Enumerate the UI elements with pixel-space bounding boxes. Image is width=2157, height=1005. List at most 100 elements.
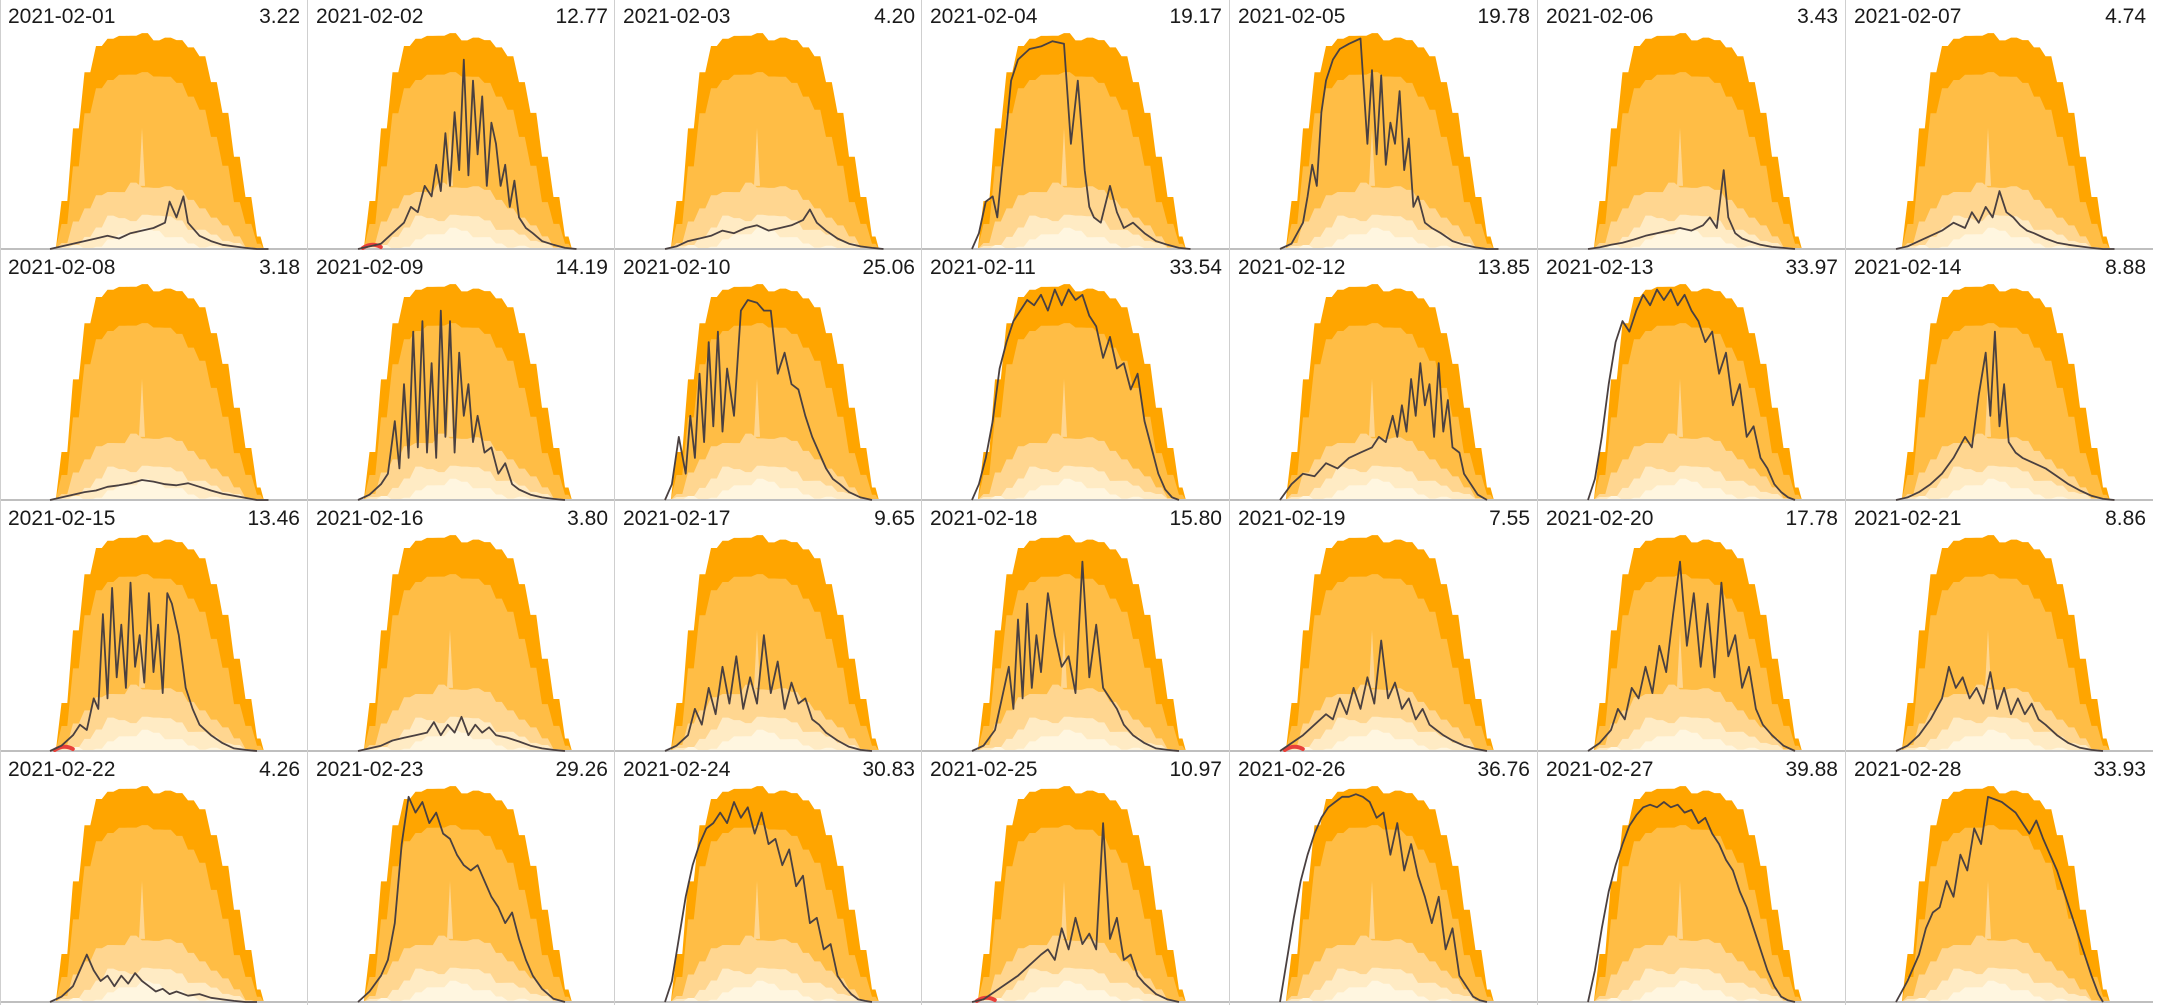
band-base	[972, 227, 1186, 249]
band-base	[1280, 729, 1494, 751]
daily-total-label: 4.20	[874, 5, 915, 28]
band-spike	[1677, 629, 1683, 688]
actual-series-line	[1895, 665, 2104, 752]
actual-series-line	[1587, 560, 1796, 752]
day-panel: 2021-02-12 13.85	[1230, 251, 1537, 501]
date-label: 2021-02-06	[1546, 5, 1654, 28]
day-panel: 2021-02-07 4.74	[1846, 0, 2153, 250]
band-base	[1588, 729, 1802, 751]
column-divider	[921, 0, 922, 1005]
day-chart	[1230, 33, 1537, 250]
band-spike	[139, 880, 145, 939]
daily-total-label: 7.55	[1489, 507, 1530, 530]
band-base	[358, 227, 572, 249]
day-panel: 2021-02-15 13.46	[0, 502, 307, 752]
band-base	[1588, 980, 1802, 1002]
day-chart	[1846, 535, 2153, 752]
actual-series-line	[357, 715, 566, 752]
day-panel: 2021-02-11 33.54	[922, 251, 1229, 501]
daily-total-label: 33.93	[2093, 758, 2146, 781]
band-spike	[754, 629, 760, 688]
daily-total-label: 3.18	[259, 256, 300, 279]
day-panel: 2021-02-20 17.78	[1538, 502, 1845, 752]
band-spike	[1061, 127, 1067, 186]
band-spike	[754, 880, 760, 939]
day-chart	[1230, 535, 1537, 752]
day-panel: 2021-02-05 19.78	[1230, 0, 1537, 250]
date-label: 2021-02-25	[930, 758, 1038, 781]
day-chart	[0, 33, 307, 250]
band-spike	[1369, 127, 1375, 186]
band-spike	[1369, 629, 1375, 688]
date-label: 2021-02-21	[1854, 507, 1962, 530]
date-label: 2021-02-09	[316, 256, 424, 279]
band-base	[665, 227, 879, 249]
day-chart	[615, 33, 922, 250]
band-base	[665, 478, 879, 500]
band-base	[665, 729, 879, 751]
day-panel: 2021-02-22 4.26	[0, 753, 307, 1003]
daily-total-label: 39.88	[1785, 758, 1838, 781]
day-chart	[1538, 786, 1845, 1003]
band-spike	[1369, 880, 1375, 939]
daily-total-label: 33.97	[1785, 256, 1838, 279]
band-base	[1588, 478, 1802, 500]
daily-total-label: 15.80	[1169, 507, 1222, 530]
date-label: 2021-02-28	[1854, 758, 1962, 781]
day-panel: 2021-02-09 14.19	[308, 251, 615, 501]
band-base	[972, 478, 1186, 500]
day-chart	[308, 535, 615, 752]
band-spike	[1985, 127, 1991, 186]
band-spike	[1061, 629, 1067, 688]
day-chart	[1538, 535, 1845, 752]
date-label: 2021-02-01	[8, 5, 116, 28]
day-chart	[922, 284, 1229, 501]
actual-series-line	[49, 195, 269, 250]
day-chart	[1846, 284, 2153, 501]
day-chart	[0, 535, 307, 752]
date-label: 2021-02-23	[316, 758, 424, 781]
band-base	[1896, 478, 2110, 500]
daily-total-label: 13.85	[1477, 256, 1530, 279]
band-spike	[1677, 880, 1683, 939]
band-spike	[139, 378, 145, 437]
day-panel: 2021-02-13 33.97	[1538, 251, 1845, 501]
actual-series-line	[1279, 37, 1499, 250]
day-chart	[1538, 284, 1845, 501]
daily-total-label: 19.78	[1477, 5, 1530, 28]
date-label: 2021-02-20	[1546, 507, 1654, 530]
daily-total-label: 3.43	[1797, 5, 1838, 28]
day-chart	[308, 284, 615, 501]
actual-series-line	[49, 479, 269, 501]
actual-series-line	[1587, 801, 1796, 1003]
actual-series-line	[971, 822, 1180, 1003]
actual-series-line	[971, 288, 1180, 501]
daily-total-label: 29.26	[555, 758, 608, 781]
date-label: 2021-02-17	[623, 507, 731, 530]
day-panel: 2021-02-10 25.06	[615, 251, 922, 501]
day-panel: 2021-02-18 15.80	[922, 502, 1229, 752]
band-spike	[1061, 378, 1067, 437]
day-panel: 2021-02-23 29.26	[308, 753, 615, 1003]
actual-series-line	[1279, 793, 1488, 1003]
date-label: 2021-02-10	[623, 256, 731, 279]
band-base	[50, 227, 264, 249]
column-divider	[614, 0, 615, 1005]
daily-total-label: 17.78	[1785, 507, 1838, 530]
actual-series-line	[49, 581, 258, 752]
date-label: 2021-02-07	[1854, 5, 1962, 28]
band-spike	[1677, 378, 1683, 437]
band-spike	[447, 880, 453, 939]
daily-total-label: 8.88	[2105, 256, 2146, 279]
daily-total-label: 4.26	[259, 758, 300, 781]
day-panel: 2021-02-01 3.22	[0, 0, 307, 250]
date-label: 2021-02-16	[316, 507, 424, 530]
actual-series-line	[971, 40, 1191, 250]
band-base	[50, 478, 264, 500]
date-label: 2021-02-18	[930, 507, 1038, 530]
actual-series-line	[1895, 795, 2104, 1003]
day-panel: 2021-02-14 8.88	[1846, 251, 2153, 501]
band-spike	[1985, 880, 1991, 939]
actual-series-line	[1279, 639, 1488, 752]
actual-series-line	[357, 58, 577, 250]
